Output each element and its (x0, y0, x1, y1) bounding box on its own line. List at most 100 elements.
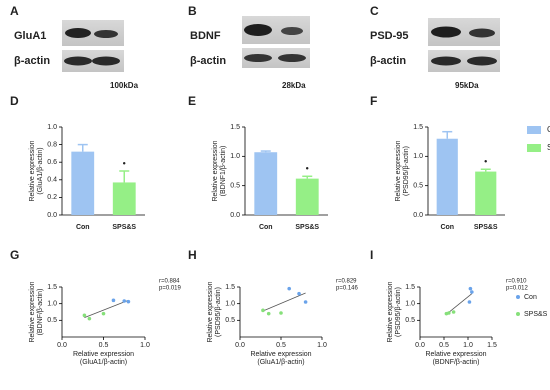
x-axis-label: Relative expression (425, 351, 486, 358)
y-axis-label: (PSD95/β-actin) (395, 287, 402, 337)
point (266, 311, 271, 316)
y-axis-label: (BDNF/β-actin) (37, 289, 44, 336)
blot-band (278, 54, 306, 62)
blot-control: β-actin (370, 55, 406, 67)
panel-label: G (10, 248, 19, 262)
blot-control: β-actin (190, 55, 226, 67)
y-axis-label: Relative expression (212, 140, 219, 201)
y-axis-label: (PSD95/β-actin) (403, 146, 410, 196)
point (287, 286, 292, 291)
y-tick-label: 0.5 (225, 317, 235, 324)
blot-strip (428, 50, 500, 72)
x-tick-label: Con (440, 224, 454, 231)
fit-line (84, 299, 129, 319)
legend-marker (516, 312, 520, 316)
r-value: r=0.884 (159, 279, 180, 285)
legend-label: SPS&S (547, 143, 550, 152)
y-tick-label: 0.0 (413, 212, 423, 219)
x-tick-label: 1.5 (487, 342, 497, 349)
point (303, 300, 308, 304)
y-tick-label: 1.0 (47, 301, 57, 308)
x-axis-label: Relative expression (73, 351, 134, 358)
bar (475, 171, 497, 215)
y-tick-label: 0.0 (47, 212, 57, 219)
y-tick-label: 0.5 (230, 183, 240, 190)
panel-label: B (188, 4, 197, 18)
blot-band (281, 27, 303, 35)
y-axis-label: (PSD95/β-actin) (215, 287, 222, 337)
x-tick-label: 0.5 (276, 342, 286, 349)
panel-label: E (188, 94, 196, 108)
blot-protein: BDNF (190, 30, 221, 42)
blot-control: β-actin (14, 55, 50, 67)
y-tick-label: 0.6 (47, 159, 57, 166)
x-axis-label: (GluA1/β-actin) (257, 359, 304, 366)
panel-label: H (188, 248, 197, 262)
point (82, 313, 87, 318)
p-value: p=0.019 (159, 286, 182, 292)
x-tick-label: 1.0 (463, 342, 473, 349)
point (87, 316, 92, 321)
p-value: p=0.012 (506, 286, 529, 292)
y-tick-label: 0.5 (47, 317, 57, 324)
significance-mark: • (123, 158, 126, 168)
x-tick-label: 0.0 (415, 342, 425, 349)
y-tick-label: 1.5 (230, 124, 240, 131)
y-axis-label: Relative expression (207, 281, 214, 342)
y-tick-label: 1.5 (47, 284, 57, 291)
x-tick-label: SPS&S (112, 224, 136, 231)
point (297, 291, 301, 296)
x-axis-label: (GluA1/β-actin) (80, 359, 127, 366)
blot-band (65, 28, 91, 38)
y-tick-label: 0.5 (413, 183, 423, 190)
blot-band (244, 54, 272, 62)
point (447, 311, 451, 315)
legend-label: Con (547, 125, 550, 134)
significance-mark: • (306, 164, 309, 174)
blot-protein: PSD-95 (370, 30, 409, 42)
y-axis-label: Relative expression (29, 140, 36, 201)
blot-band (244, 24, 272, 36)
point (470, 290, 474, 294)
x-tick-label: 1.0 (140, 342, 150, 349)
y-tick-label: 1.0 (405, 301, 415, 308)
x-tick-label: 0.0 (57, 342, 67, 349)
y-tick-label: 0.2 (47, 194, 57, 201)
legend-swatch (527, 126, 541, 134)
point (467, 300, 472, 304)
x-tick-label: Con (259, 224, 273, 231)
x-axis-label: Relative expression (250, 351, 311, 358)
y-tick-label: 1.5 (405, 284, 415, 291)
y-axis-label: (GluA1/β-actin) (37, 147, 44, 194)
r-value: r=0.910 (506, 279, 527, 285)
x-tick-label: 0.5 (99, 342, 109, 349)
blot-band (469, 28, 495, 38)
x-tick-label: 0.5 (439, 342, 449, 349)
x-tick-label: 1.0 (317, 342, 327, 349)
y-axis-label: Relative expression (395, 140, 402, 201)
bar (71, 151, 95, 215)
y-tick-label: 0.0 (230, 212, 240, 219)
y-tick-label: 1.5 (413, 124, 423, 131)
point (261, 308, 265, 313)
blot-size: 100kDa (110, 81, 139, 90)
y-tick-label: 0.4 (47, 177, 57, 184)
panel-label: D (10, 94, 19, 108)
blot-protein: GluA1 (14, 30, 46, 42)
y-tick-label: 1.0 (47, 124, 57, 131)
y-tick-label: 1.0 (413, 153, 423, 160)
significance-mark: • (484, 157, 487, 167)
r-value: r=0.829 (336, 279, 357, 285)
blot-band (92, 56, 120, 66)
legend-label: SPS&S (524, 311, 548, 318)
point (468, 286, 473, 291)
bar (254, 152, 278, 215)
y-axis-label: Relative expression (29, 281, 36, 342)
y-tick-label: 0.5 (405, 317, 415, 324)
panel-label: A (10, 4, 19, 18)
blot-band (467, 56, 497, 66)
bar (112, 182, 136, 215)
legend-label: Con (524, 294, 537, 301)
blot-band (431, 56, 461, 66)
